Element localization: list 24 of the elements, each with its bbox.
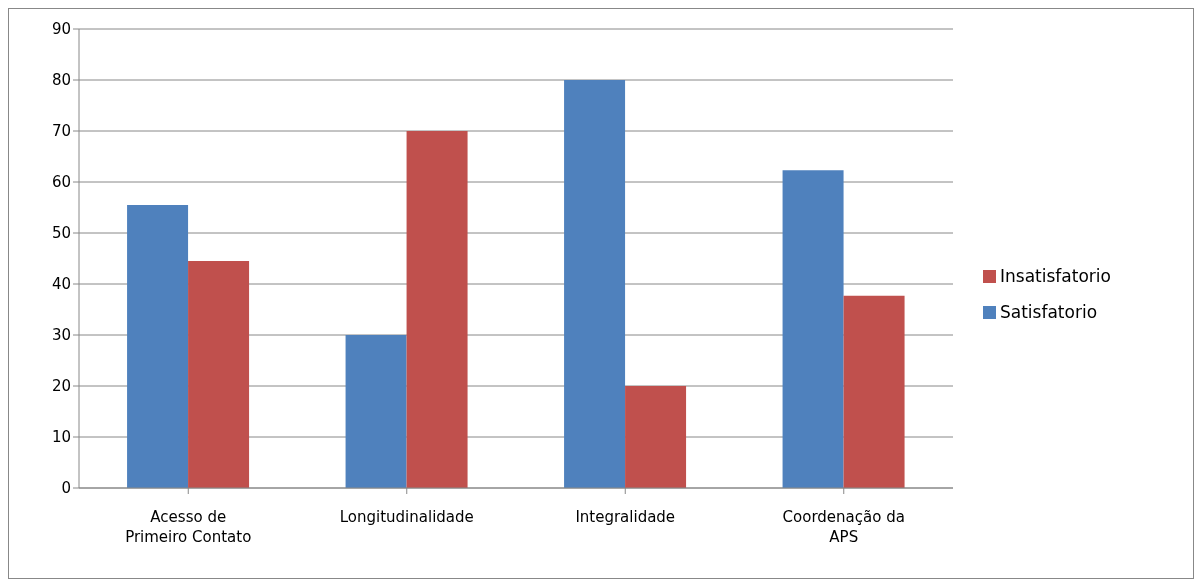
legend-label: Insatisfatorio [1000,265,1111,286]
y-tick-label: 80 [51,71,71,90]
y-tick-label: 40 [51,275,71,294]
y-tick-label: 10 [51,428,71,447]
y-tick-label: 90 [51,20,71,39]
y-tick-label: 70 [51,122,71,141]
bar [188,261,250,488]
y-tick-label: 50 [51,224,71,243]
x-tick-label: Integralidade [575,508,676,526]
y-tick-label: 20 [51,377,71,396]
bar [345,335,407,488]
bar [843,295,905,488]
bar [406,131,468,488]
y-tick-label: 60 [51,173,71,192]
x-tick-label: Acesso de Primeiro Contato [125,508,252,546]
legend-label: Satisfatorio [1000,301,1098,322]
x-tick-label: Coordenação da APS [782,508,905,546]
bar [625,386,687,488]
bar [127,204,189,488]
bar [782,170,844,488]
y-tick-label: 30 [51,326,71,345]
x-tick-label: Longitudinalidade [339,508,474,526]
bar [564,80,626,488]
y-tick-label: 0 [61,479,71,498]
